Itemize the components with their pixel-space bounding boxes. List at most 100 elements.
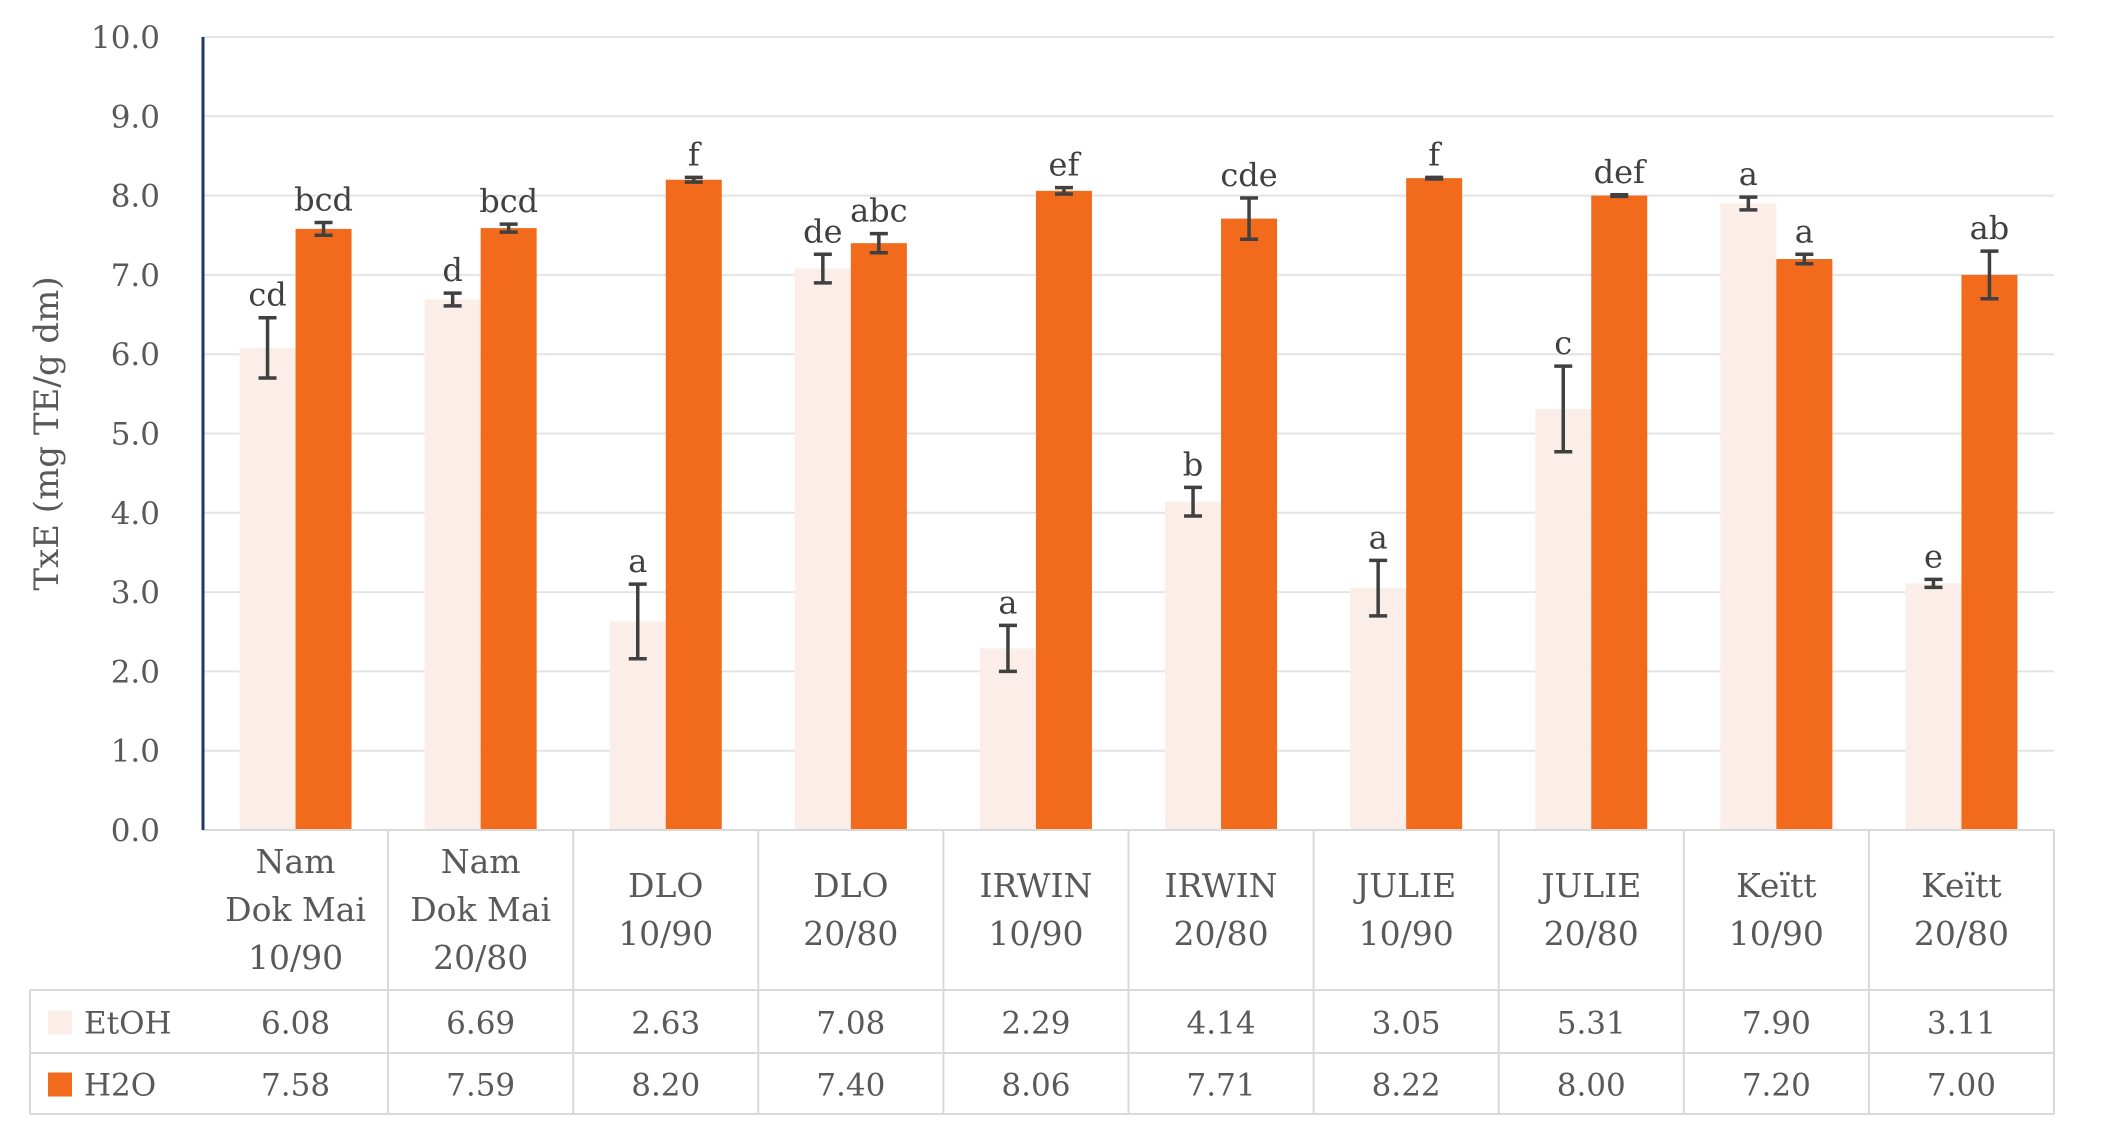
table-value: 8.22 [1372, 1068, 1441, 1104]
table-value: 6.69 [446, 1006, 515, 1042]
significance-letter: de [803, 212, 842, 250]
bar-etoh-5 [979, 648, 1036, 830]
table-value: 5.31 [1557, 1006, 1626, 1042]
significance-letter: d [442, 251, 462, 289]
error-bar [1980, 249, 1999, 301]
legend-swatch-etoh [48, 1010, 72, 1035]
table-value: 7.90 [1742, 1006, 1811, 1042]
error-bar [1554, 364, 1573, 454]
x-category-label: Nam [256, 842, 336, 881]
error-bar [813, 252, 832, 285]
x-category-label: IRWIN [979, 866, 1092, 905]
table-value: 7.59 [446, 1068, 515, 1104]
x-category-label: 20/80 [1173, 914, 1268, 953]
x-category-label: Nam [441, 842, 521, 881]
significance-letter: a [998, 583, 1017, 621]
table-value: 7.40 [816, 1068, 885, 1104]
table-value: 2.63 [631, 1006, 700, 1042]
error-bar [499, 222, 518, 234]
significance-letter: ef [1049, 146, 1082, 184]
table-value: 2.29 [1001, 1006, 1070, 1042]
table-value: 7.20 [1742, 1068, 1811, 1104]
error-bar [443, 291, 462, 308]
bar-h2o-8 [1591, 195, 1648, 831]
error-bar [1924, 577, 1943, 590]
bar-h2o-4 [850, 243, 907, 830]
significance-letter: c [1554, 324, 1572, 362]
y-tick-label: 8.0 [111, 179, 160, 215]
significance-letter: bcd [294, 181, 353, 219]
bar-etoh-9 [1720, 203, 1777, 830]
bar-h2o-1 [295, 228, 352, 830]
error-bar [258, 315, 277, 380]
x-category-label: JULIE [1538, 866, 1641, 905]
error-bar [1369, 558, 1388, 618]
legend-label: H2O [84, 1068, 156, 1104]
y-tick-label: 1.0 [111, 734, 160, 770]
table-value: 4.14 [1187, 1006, 1256, 1042]
bar-etoh-1 [239, 347, 296, 830]
significance-letter: a [1795, 212, 1814, 250]
x-category-label: 10/90 [248, 938, 343, 977]
x-category-label: 20/80 [803, 914, 898, 953]
x-category-label: 10/90 [1359, 914, 1454, 953]
significance-letter: f [688, 135, 702, 173]
bar-h2o-3 [665, 179, 722, 831]
table-value: 8.20 [631, 1068, 700, 1104]
error-bar [1240, 196, 1259, 241]
table-value: 7.08 [816, 1006, 885, 1042]
error-bar [684, 175, 703, 184]
x-category-label: IRWIN [1165, 866, 1278, 905]
bar-etoh-10 [1905, 583, 1962, 830]
error-bar [1739, 195, 1758, 212]
error-bar [1054, 185, 1073, 196]
error-bar [314, 220, 333, 237]
bar-etoh-8 [1535, 408, 1592, 830]
y-tick-label: 6.0 [111, 337, 160, 373]
x-category-label: 10/90 [988, 914, 1083, 953]
significance-letter: def [1594, 153, 1647, 191]
bar-etoh-2 [424, 299, 481, 830]
bar-h2o-2 [480, 228, 537, 830]
bar-etoh-7 [1350, 588, 1407, 830]
error-bar [998, 623, 1017, 674]
y-tick-label: 0.0 [111, 813, 160, 849]
x-category-label: 20/80 [1544, 914, 1639, 953]
y-tick-label: 7.0 [111, 258, 160, 294]
significance-letter: ab [1970, 209, 2010, 247]
significance-letter: abc [850, 192, 907, 230]
y-tick-label: 4.0 [111, 496, 160, 532]
error-bar [1610, 193, 1629, 199]
table-value: 6.08 [261, 1006, 330, 1042]
table-value: 8.00 [1557, 1068, 1626, 1104]
table-value: 8.06 [1001, 1068, 1070, 1104]
legend-label: EtOH [84, 1006, 172, 1042]
bar-h2o-9 [1776, 259, 1833, 830]
x-category-label: Keïtt [1736, 866, 1816, 905]
x-category-label: Dok Mai [410, 890, 551, 929]
table-value: 7.71 [1187, 1068, 1256, 1104]
table-value: 7.00 [1927, 1068, 1996, 1104]
table-value: 7.58 [261, 1068, 330, 1104]
y-tick-label: 10.0 [91, 20, 160, 56]
error-bar [1184, 485, 1203, 518]
significance-letter: e [1924, 537, 1943, 575]
bar-h2o-5 [1035, 190, 1092, 831]
x-category-label: Dok Mai [225, 890, 366, 929]
x-category-label: 10/90 [618, 914, 713, 953]
bar-h2o-7 [1406, 178, 1463, 831]
bar-h2o-6 [1221, 218, 1278, 831]
x-category-label: Keïtt [1921, 866, 2001, 905]
bar-etoh-4 [794, 268, 851, 830]
significance-letter: bcd [479, 182, 538, 220]
significance-letter: f [1428, 135, 1442, 173]
error-bar [1795, 252, 1814, 266]
error-bar [1425, 175, 1444, 181]
x-category-label: DLO [813, 866, 888, 905]
significance-letter: a [1369, 518, 1388, 556]
legend-swatch-h2o [48, 1072, 72, 1097]
x-category-label: DLO [628, 866, 703, 905]
y-tick-label: 2.0 [111, 654, 160, 690]
table-value: 3.11 [1927, 1006, 1996, 1042]
